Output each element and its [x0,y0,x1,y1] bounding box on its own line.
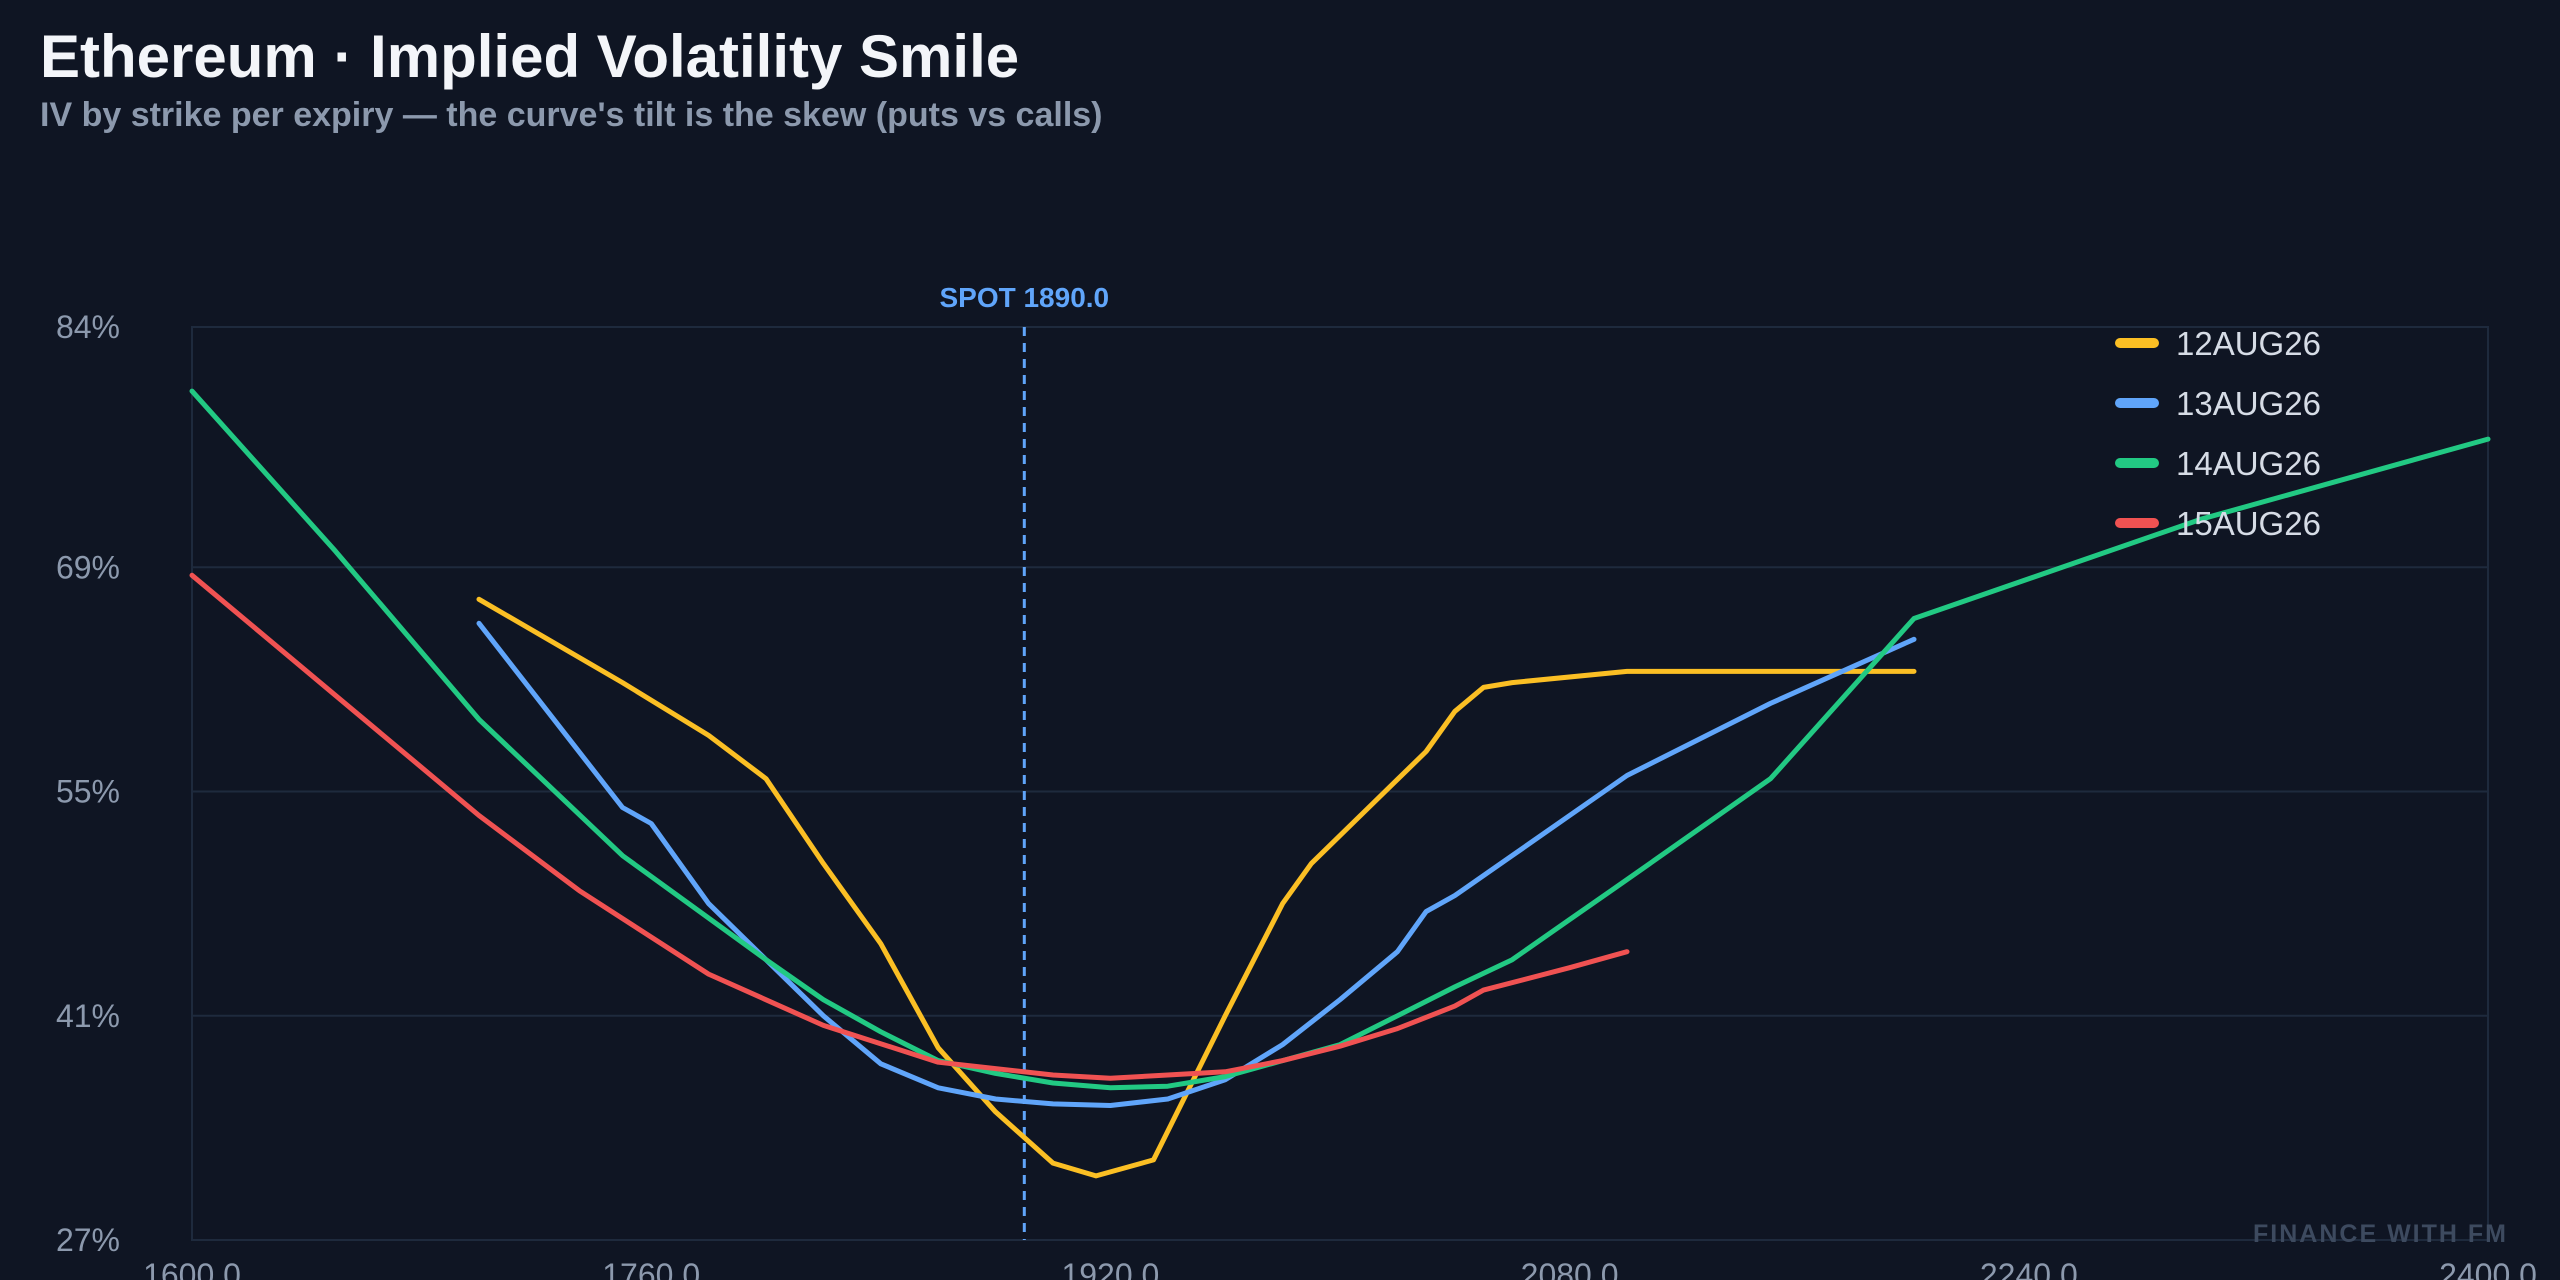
x-tick-label: 2240.0 [1980,1257,2078,1280]
axis-tick-labels: 27% 41% 55% 69% 84% 1600.0 1760.0 1920.0 2080.0 2… [56,309,2537,1280]
spot-marker: SPOT 1890.0 [939,282,1109,1240]
x-tick-label: 1760.0 [602,1257,700,1280]
legend-label-14aug26: 14AUG26 [2176,445,2321,482]
y-tick-label: 55% [56,774,120,810]
chart-title: Ethereum · Implied Volatility Smile [40,23,1020,90]
legend-label-15aug26: 15AUG26 [2176,505,2321,542]
spot-label: SPOT 1890.0 [939,282,1109,313]
grid-lines [191,326,2489,1241]
y-tick-label: 27% [56,1222,120,1258]
x-tick-label: 1920.0 [1061,1257,1159,1280]
legend: 12AUG26 13AUG26 14AUG26 15AUG26 [2115,325,2321,542]
series-line-13aug26 [476,620,1917,1108]
series-line-15aug26 [189,572,1630,1081]
legend-label-12aug26: 12AUG26 [2176,325,2321,362]
series-line-14aug26 [189,388,2491,1091]
x-tick-label: 2080.0 [1521,1257,1619,1280]
y-tick-label: 69% [56,549,120,585]
x-tick-label: 1600.0 [143,1257,241,1280]
y-tick-label: 41% [56,998,120,1034]
legend-label-13aug26: 13AUG26 [2176,385,2321,422]
y-tick-label: 84% [56,309,120,345]
series-lines [189,388,2491,1179]
series-line-12aug26 [476,596,1917,1179]
x-tick-label: 2400.0 [2439,1257,2537,1280]
watermark: FINANCE WITH FM [2253,1220,2508,1248]
chart-subtitle: IV by strike per expiry — the curve's ti… [40,96,1103,134]
